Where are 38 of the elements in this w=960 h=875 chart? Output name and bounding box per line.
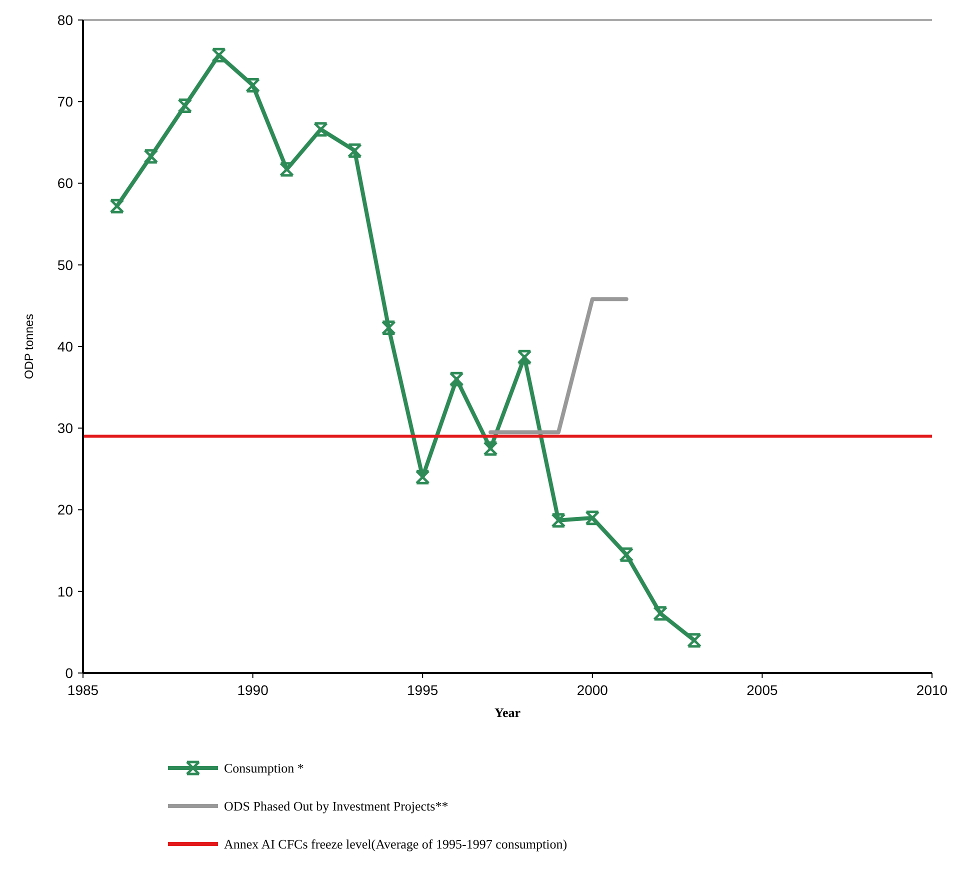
point [280, 162, 294, 177]
point [110, 198, 124, 214]
point [347, 143, 362, 158]
y-axis-title: ODP tonnes [22, 314, 36, 380]
point [585, 510, 600, 526]
point [178, 98, 192, 113]
point [687, 633, 702, 648]
y-tick-label: 10 [57, 583, 74, 600]
x-tick-label: 2010 [916, 682, 948, 698]
x-axis-title: Year [494, 705, 521, 720]
y-tick-label: 20 [57, 502, 74, 518]
x-tick-label: 1995 [407, 682, 438, 698]
legend-label: Consumption * [224, 760, 304, 776]
x-tick-label: 1985 [67, 682, 99, 698]
y-tick-label: 40 [57, 338, 74, 354]
x-tick-label: 1990 [237, 682, 269, 698]
y-tick-label: 50 [57, 256, 74, 273]
point [381, 320, 396, 335]
point [144, 149, 158, 164]
point [449, 372, 464, 386]
point [483, 441, 498, 456]
y-tick-label: 60 [57, 175, 74, 192]
legend-label: ODS Phased Out by Investment Projects** [224, 798, 448, 814]
point [653, 606, 668, 621]
point [517, 350, 532, 364]
legend-label: Annex AI CFCs freeze level(Average of 1995-1997 consumption) [224, 836, 568, 852]
y-tick-label: 80 [57, 12, 74, 28]
point [551, 513, 566, 528]
x-tick-label: 2005 [746, 682, 778, 698]
point [415, 470, 430, 484]
y-tick-label: 0 [65, 664, 74, 681]
point [313, 122, 328, 137]
point [212, 48, 226, 62]
y-tick-label: 70 [57, 94, 74, 110]
point [246, 78, 260, 93]
x-tick-label: 2000 [576, 682, 608, 698]
y-tick-label: 30 [57, 420, 74, 436]
point [619, 547, 634, 562]
